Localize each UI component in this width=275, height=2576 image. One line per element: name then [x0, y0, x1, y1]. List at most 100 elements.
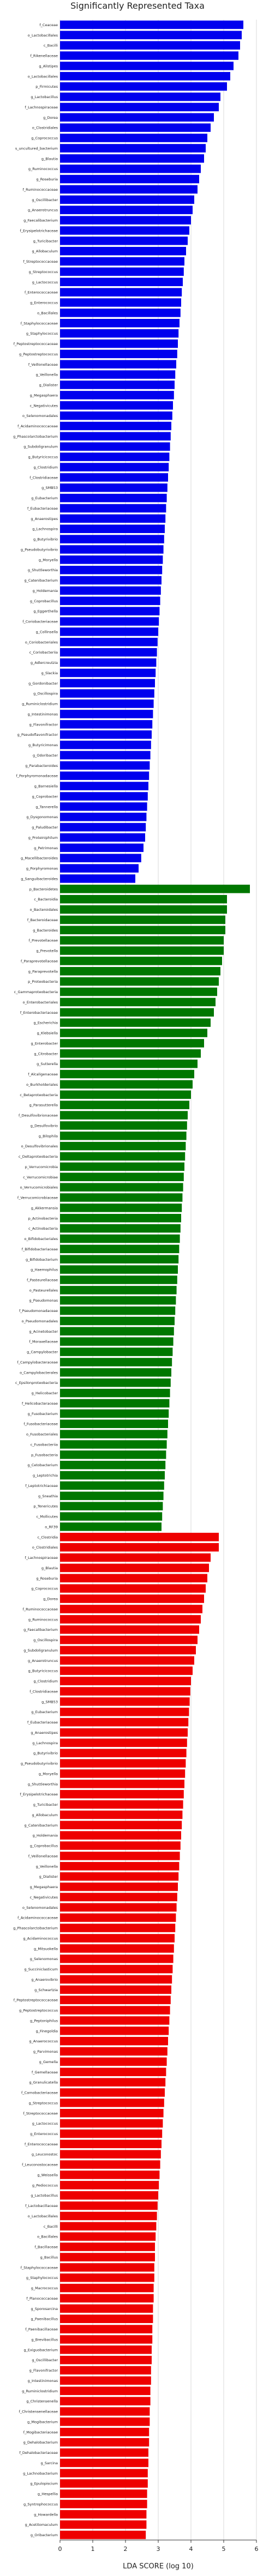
bar-series-0-13	[60, 154, 204, 163]
bar-label-0-12: s_uncultured_bacterium	[15, 146, 58, 150]
bar-series-2-7	[60, 1605, 202, 1613]
bar-label-0-14: g_Ruminococcus	[28, 167, 58, 171]
bar-series-0-59	[60, 627, 158, 636]
bar-label-0-3: f_Rikenellaceae	[30, 54, 58, 58]
bar-series-0-1	[60, 31, 242, 40]
bar-series-2-29	[60, 1831, 181, 1840]
x-axis-label: LDA SCORE (log 10)	[123, 2562, 194, 2571]
bar-series-2-18	[60, 1718, 189, 1727]
bar-label-1-19: o_Burkholderiales	[26, 1083, 58, 1087]
bar-series-0-38	[60, 411, 172, 420]
bar-series-1-1	[60, 894, 227, 904]
bar-label-2-91: g_Lachnobacterium	[23, 2471, 58, 2476]
bar-series-0-56	[60, 596, 160, 606]
bar-label-1-33: c_Actinobacteria	[28, 1226, 58, 1231]
bar-series-2-60	[60, 2150, 161, 2158]
bar-label-0-73: f_Porphyromonadaceae	[16, 774, 58, 778]
bar-label-0-48: g_Anaerostipes	[31, 517, 58, 521]
bar-label-0-67: g_Intestinimonas	[28, 712, 58, 716]
bar-series-0-7	[60, 92, 220, 101]
bar-label-1-59: g_Sneathia	[38, 1494, 58, 1498]
bar-label-1-51: g_Fusobacterium	[28, 1412, 58, 1416]
bar-label-0-68: g_Flavonifractor	[29, 722, 58, 727]
x-tick-label-3: 3	[157, 2545, 160, 2553]
bar-series-2-70	[60, 2253, 155, 2261]
bar-label-2-55: g_Streptococcus	[29, 2101, 58, 2105]
bar-series-1-7	[60, 957, 222, 965]
bar-series-0-12	[60, 144, 206, 153]
bar-label-2-51: g_Gemella	[39, 2060, 58, 2064]
bar-label-2-30: g_Coprobacillus	[30, 1844, 58, 1848]
bar-series-1-16	[60, 1049, 201, 1058]
bar-label-1-26: c_Deltaproteobacteria	[19, 1154, 58, 1159]
bar-series-2-73	[60, 2283, 154, 2293]
bar-label-1-53: o_Fusobacteriales	[26, 1432, 58, 1437]
bar-label-2-47: g_Peptoniphilus	[30, 2018, 58, 2023]
bar-label-0-55: g_Holdemania	[33, 589, 58, 593]
bar-series-1-21	[60, 1100, 189, 1109]
bar-series-2-28	[60, 1821, 182, 1830]
bar-series-1-37	[60, 1265, 178, 1274]
x-tick-label-5: 5	[222, 2545, 226, 2553]
bar-label-2-32: g_Veillonella	[36, 1864, 58, 1868]
bar-label-0-10: o_Clostridiales	[32, 126, 58, 130]
bar-label-0-6: p_Firmicutes	[35, 84, 58, 89]
bar-label-2-64: g_Lactobacillus	[31, 2193, 58, 2198]
bar-series-0-80	[60, 843, 144, 852]
bar-series-0-41	[60, 442, 170, 451]
bar-label-1-45: g_Campylobacter	[27, 1350, 58, 1354]
bar-series-2-85	[60, 2407, 150, 2416]
bar-series-0-18	[60, 205, 193, 214]
bar-series-0-50	[60, 535, 164, 543]
bar-label-1-56: g_Cetobacterium	[27, 1463, 58, 1467]
bar-label-0-74: g_Barnesiella	[34, 784, 58, 789]
bar-series-0-69	[60, 730, 152, 739]
bar-label-1-52: f_Fusobacteriaceae	[23, 1422, 58, 1426]
bar-label-2-95: g_Howardella	[34, 2512, 58, 2517]
bar-series-2-12	[60, 1656, 194, 1665]
bar-label-0-54: g_Catenibacterium	[24, 578, 58, 583]
bar-label-2-2: f_Lachnospiraceae	[25, 1556, 58, 1560]
bar-series-2-3	[60, 1563, 209, 1573]
bar-series-0-58	[60, 617, 159, 626]
bar-series-1-58	[60, 1481, 164, 1490]
bar-series-2-94	[60, 2500, 147, 2508]
bar-label-0-4: g_Alistipes	[39, 64, 58, 68]
bar-label-1-23: g_Desulfovibrio	[31, 1123, 58, 1128]
bar-series-1-3	[60, 915, 225, 924]
bar-series-2-46	[60, 2006, 170, 2015]
bar-label-2-80: g_Oscillibacter	[32, 2358, 58, 2362]
bar-label-2-96: g_Acetitomaculum	[25, 2523, 58, 2527]
bar-series-2-69	[60, 2242, 155, 2251]
bar-series-2-51	[60, 2057, 167, 2066]
bar-label-0-80: g_Petrimonas	[34, 846, 58, 850]
bar-series-0-62	[60, 658, 157, 667]
bar-series-1-12	[60, 1008, 214, 1017]
bar-label-0-24: g_Streptococcus	[29, 270, 58, 274]
bar-label-2-44: g_Schwartzia	[34, 1988, 58, 1992]
bar-series-2-95	[60, 2510, 147, 2519]
bar-series-1-45	[60, 1347, 173, 1356]
bar-series-2-40	[60, 1944, 174, 1953]
bar-label-1-46: f_Campylobacteraceae	[17, 1360, 58, 1364]
bar-label-0-70: g_Butyricimonas	[28, 743, 58, 747]
bar-label-2-76: g_Paenibacillus	[31, 2317, 58, 2321]
bar-label-2-87: f_Mogibacteriaceae	[23, 2430, 58, 2434]
bar-label-2-66: o_Lactobacillales	[28, 2214, 58, 2218]
bar-series-2-65	[60, 2201, 158, 2210]
bar-series-2-30	[60, 1841, 181, 1850]
bar-series-2-20	[60, 1738, 187, 1747]
bar-label-0-39: f_Acidaminococcaceae	[17, 424, 58, 428]
bar-label-2-15: f_Clostridiaceae	[29, 1689, 58, 1694]
bar-label-1-9: p_Proteobacteria	[28, 979, 58, 984]
bar-label-2-25: f_Erysipelotrichaceae	[20, 1792, 58, 1797]
bar-series-0-33	[60, 360, 176, 368]
bar-series-2-21	[60, 1749, 187, 1757]
x-tick-label-1: 1	[91, 2545, 95, 2553]
bar-series-0-79	[60, 833, 145, 842]
bar-series-1-40	[60, 1296, 176, 1305]
bar-series-2-4	[60, 1574, 207, 1583]
bar-series-1-8	[60, 967, 220, 976]
bar-series-2-13	[60, 1666, 193, 1675]
